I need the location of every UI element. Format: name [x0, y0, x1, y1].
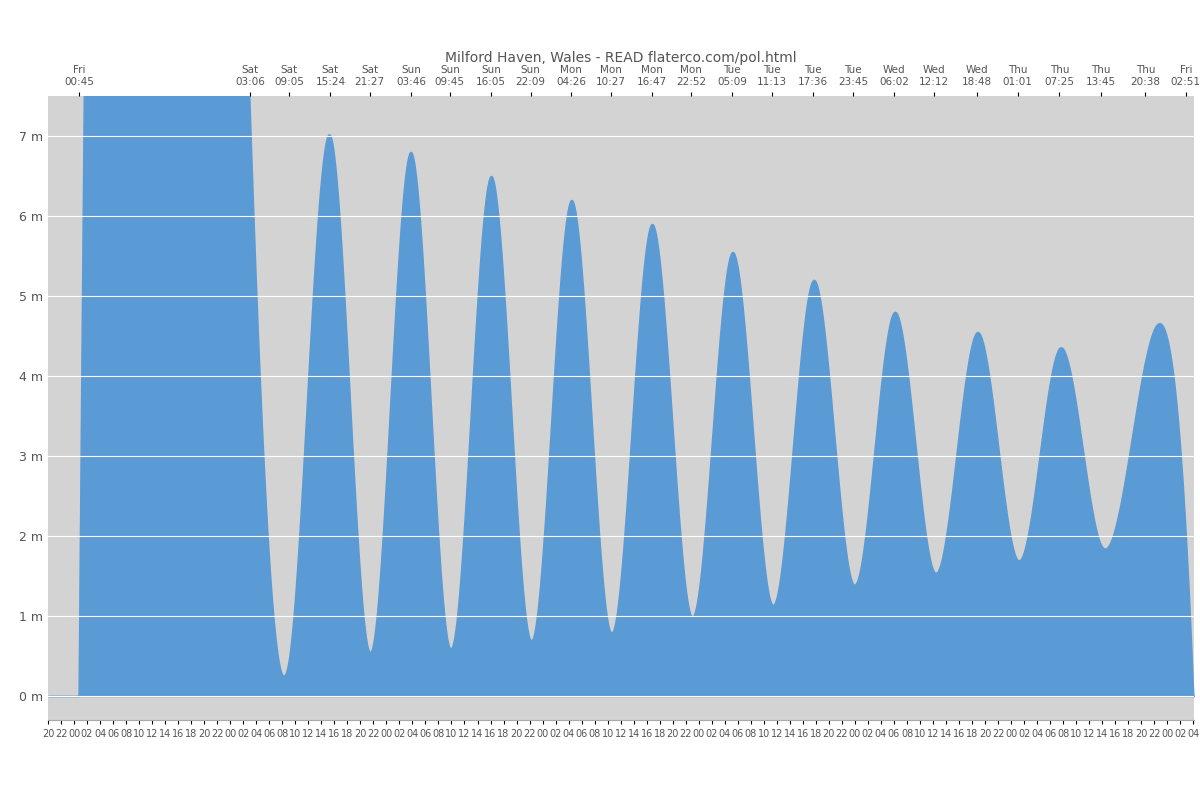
Title: Milford Haven, Wales - READ flaterco.com/pol.html: Milford Haven, Wales - READ flaterco.com…: [445, 51, 797, 66]
